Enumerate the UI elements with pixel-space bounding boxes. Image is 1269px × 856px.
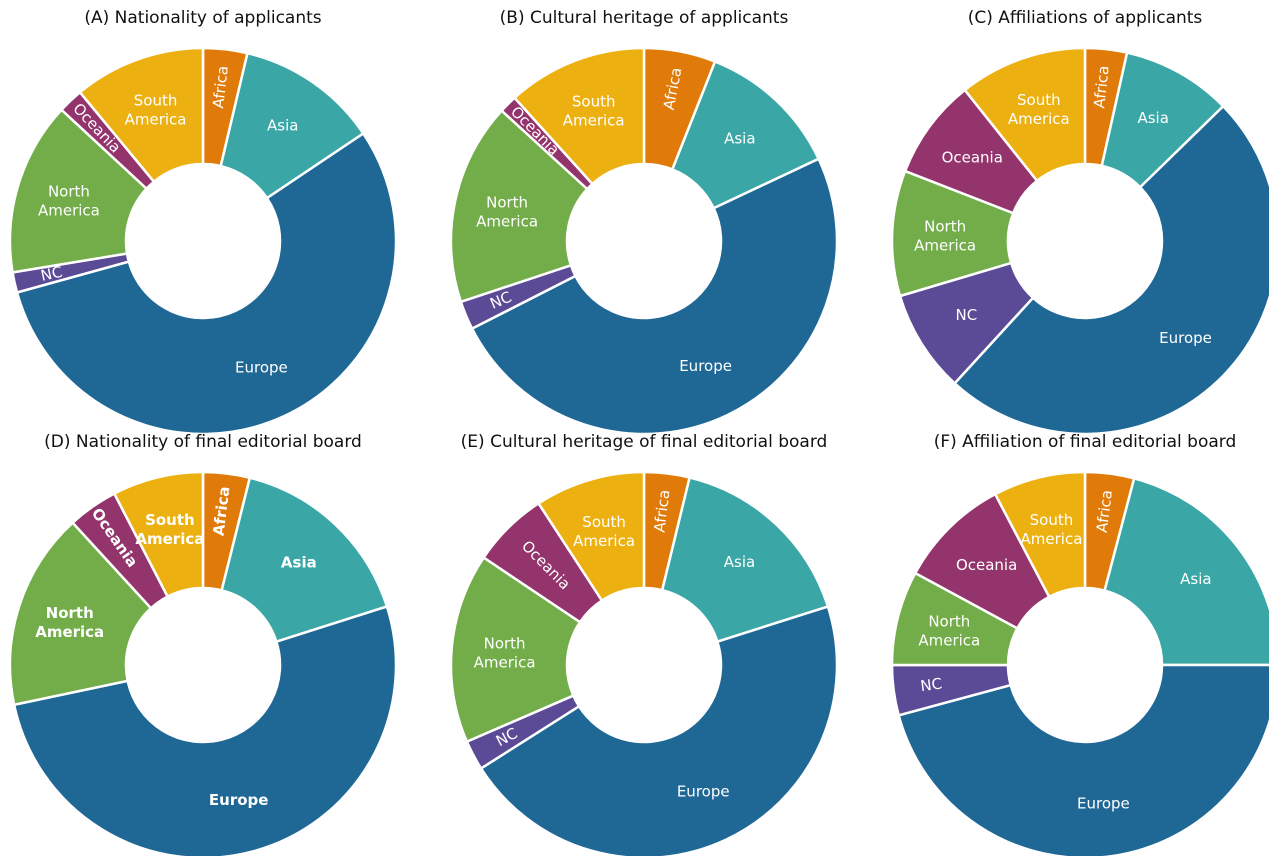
- slice-label: North America: [918, 612, 980, 649]
- slice: [952, 104, 1269, 436]
- slice: [993, 470, 1087, 599]
- slice-label: Africa: [1090, 65, 1113, 109]
- slice-label: South America: [1021, 511, 1083, 548]
- slice-label: Africa: [209, 65, 232, 110]
- slice-label: North America: [914, 217, 976, 254]
- slice-label: Africa: [1093, 489, 1116, 534]
- slice: [8, 108, 149, 274]
- slice: [536, 470, 646, 603]
- slice-label: North America: [38, 182, 100, 219]
- slice: [512, 46, 646, 186]
- chart-title: (C) Affiliations of applicants: [968, 8, 1203, 28]
- slice-label: Europe: [1159, 329, 1212, 347]
- slice-label: Europe: [1077, 794, 1130, 812]
- slice-label: Asia: [724, 129, 755, 147]
- slice: [1103, 476, 1269, 667]
- slice-label: Europe: [235, 359, 288, 377]
- slice: [12, 604, 398, 856]
- chart-title: (E) Cultural heritage of final editorial…: [461, 432, 828, 452]
- chart-title: (B) Cultural heritage of applicants: [500, 8, 789, 28]
- slice: [112, 470, 205, 599]
- slice: [479, 604, 839, 856]
- slice-label: Oceania: [956, 556, 1017, 574]
- slice-label: Asia: [281, 553, 317, 571]
- slice: [219, 51, 366, 200]
- slice: [8, 520, 153, 707]
- slice-label: South America: [1008, 90, 1070, 127]
- slice-label: Europe: [679, 357, 732, 375]
- slice-label: NC: [955, 306, 977, 324]
- chart-title: (F) Affiliation of final editorial board: [934, 432, 1237, 452]
- chart-title: (D) Nationality of final editorial board: [44, 432, 362, 452]
- slice: [670, 59, 821, 210]
- slice-label: NC: [39, 263, 64, 285]
- slice: [15, 131, 398, 436]
- slice-label: Africa: [209, 485, 233, 537]
- slice-label: South America: [135, 510, 204, 547]
- slice-label: Asia: [1180, 570, 1211, 588]
- slice-label: Oceania: [942, 149, 1003, 167]
- slice-label: Asia: [267, 116, 298, 134]
- slice-label: Africa: [650, 489, 673, 534]
- slice: [963, 46, 1087, 183]
- slice-label: Asia: [724, 553, 755, 571]
- slice-label: Europe: [209, 791, 269, 809]
- slice-label: South America: [125, 91, 187, 128]
- slice: [220, 476, 389, 644]
- slice-label: South America: [573, 512, 635, 549]
- slice: [470, 157, 839, 436]
- slice-label: NC: [919, 675, 943, 696]
- slice-label: Europe: [677, 782, 730, 800]
- slice: [660, 475, 830, 644]
- slice-label: North America: [35, 604, 104, 641]
- slice-label: South America: [563, 92, 625, 129]
- slice: [897, 663, 1269, 856]
- slice-label: North America: [476, 193, 538, 230]
- slice: [78, 46, 205, 184]
- chart-title: (A) Nationality of applicants: [84, 8, 321, 28]
- slice-label: Asia: [1137, 109, 1168, 127]
- slice-label: North America: [474, 634, 536, 671]
- slice: [449, 555, 582, 744]
